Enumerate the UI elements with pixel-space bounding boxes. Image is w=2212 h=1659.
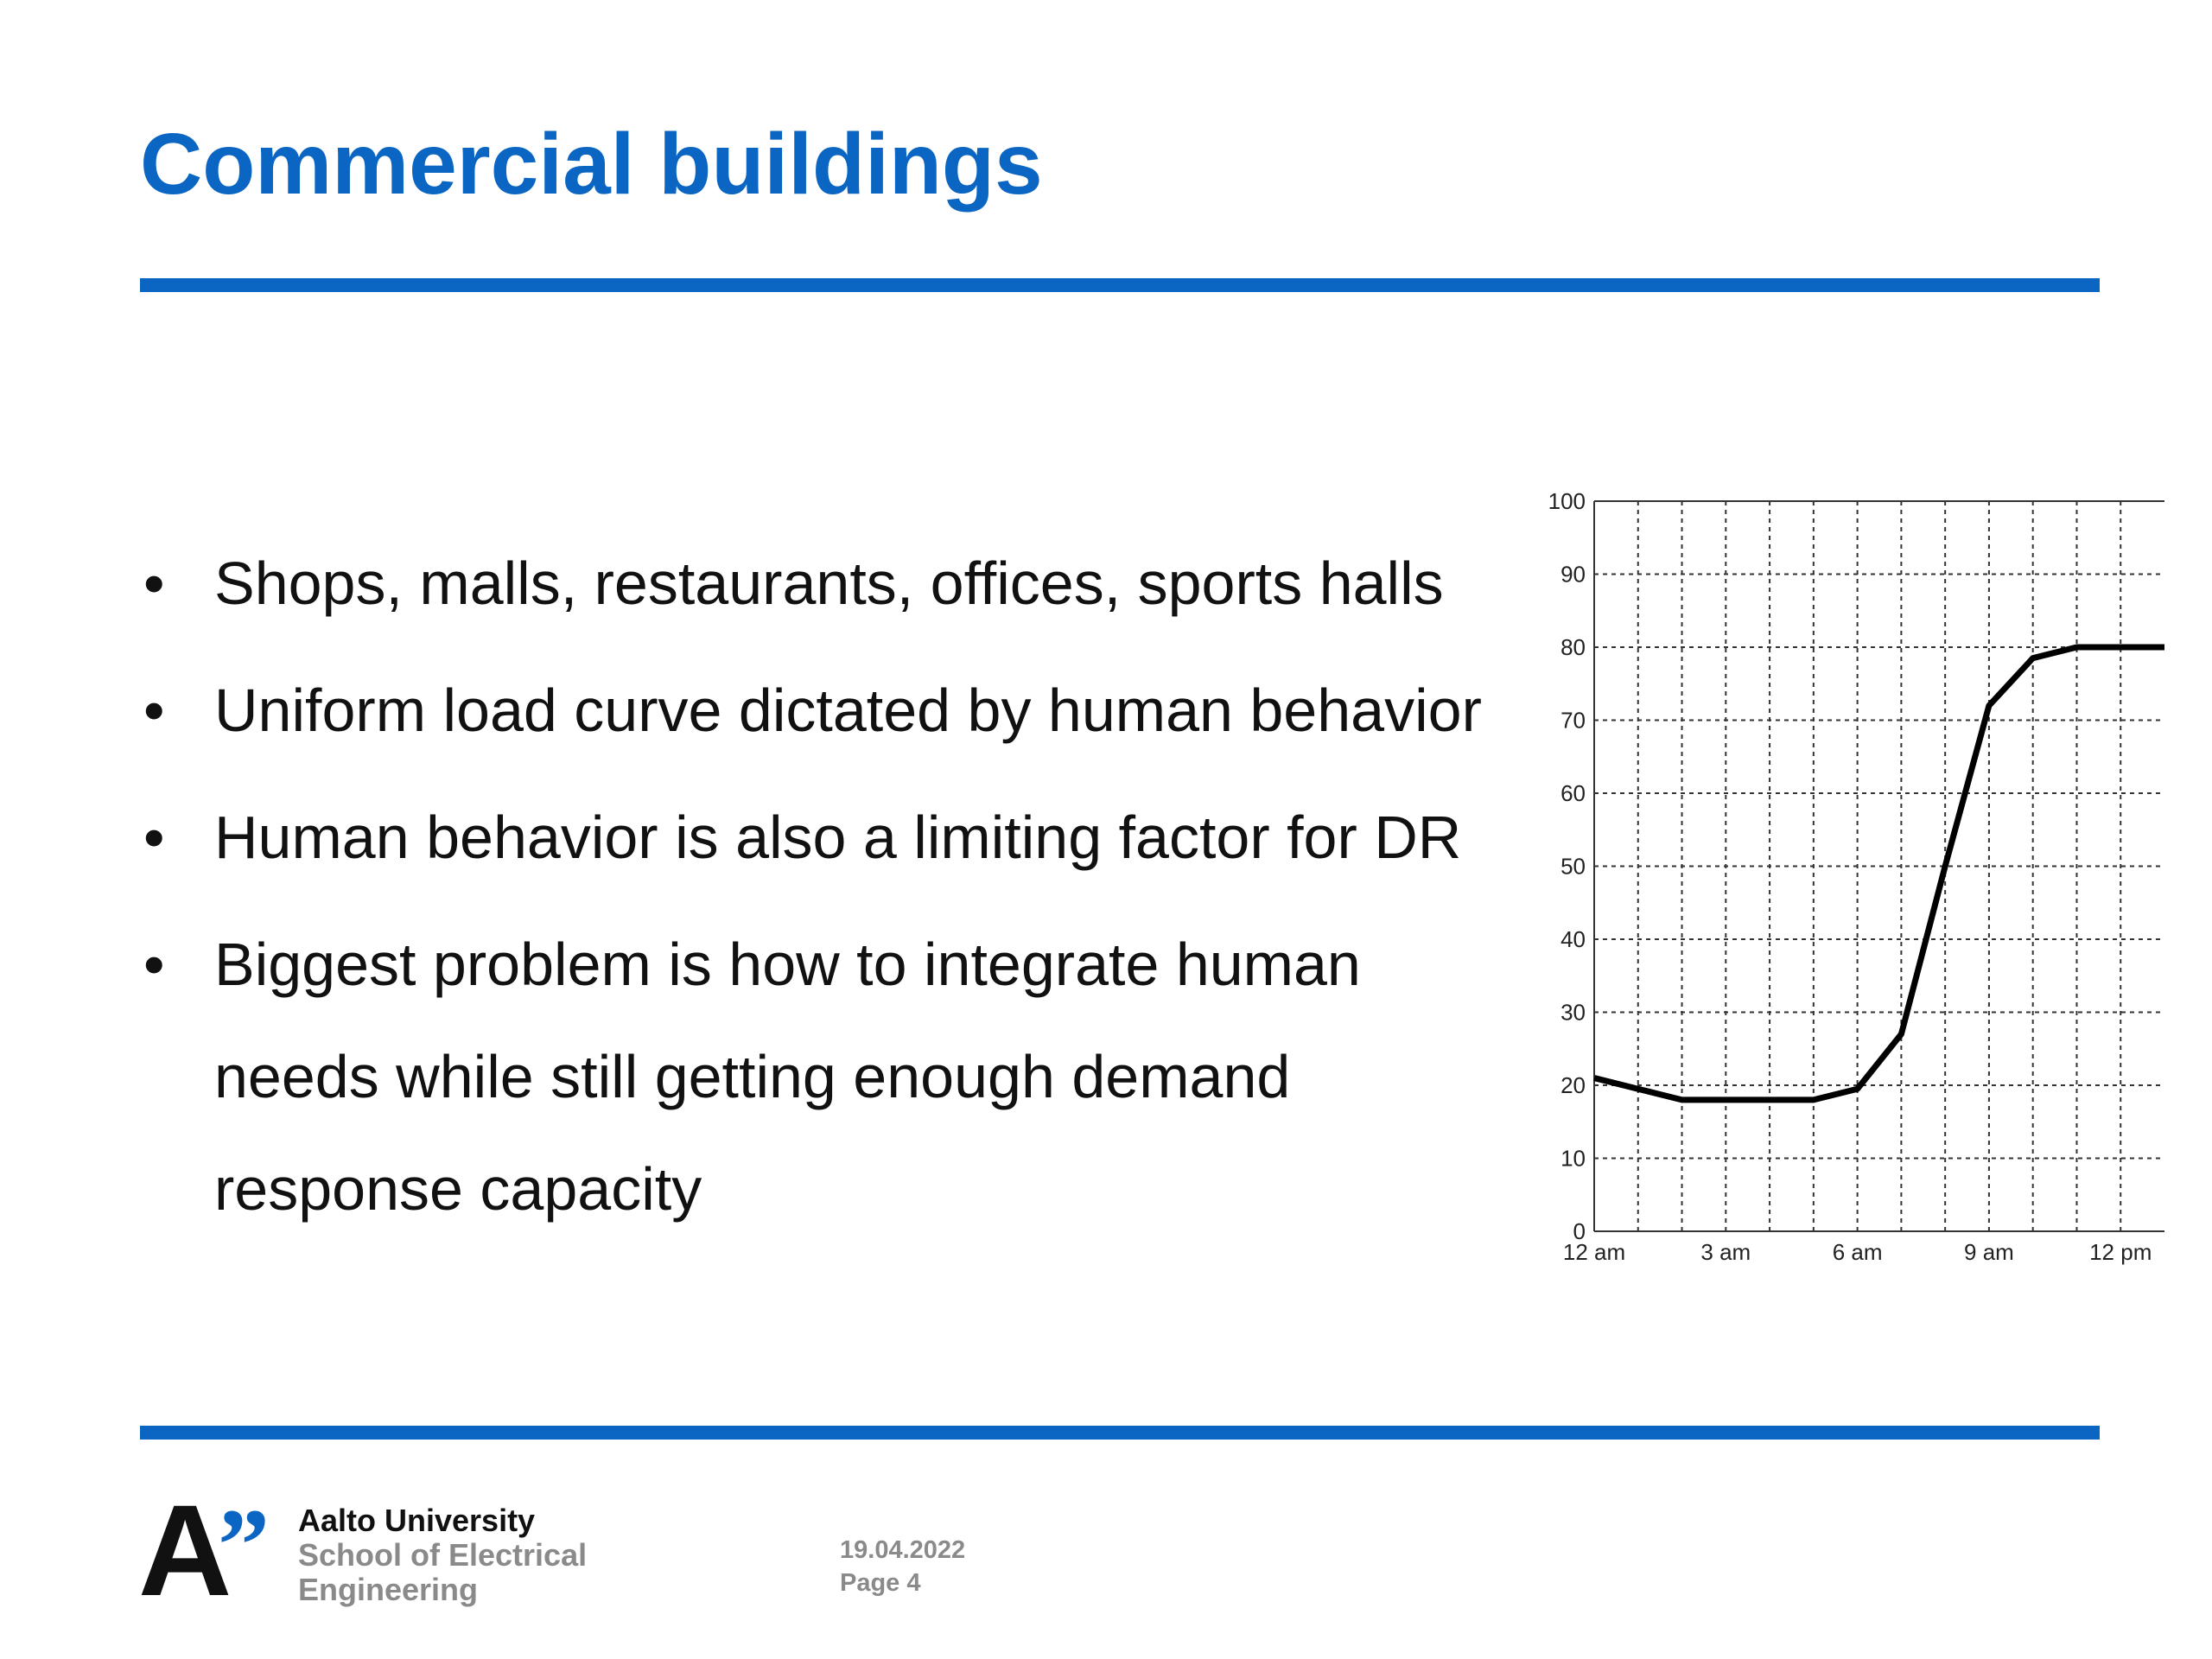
bullet-item-2: • Uniform load curve dictated by human b…	[140, 654, 1522, 766]
slide-title: Commercial buildings	[140, 116, 1043, 213]
bullet-dot: •	[143, 677, 165, 744]
school-name-line-2: Engineering	[298, 1572, 479, 1607]
bullet-item-4: • Biggest problem is how to integrate hu…	[140, 908, 1522, 1245]
y-tick-label: 30	[1560, 1000, 1586, 1026]
slide-date: 19.04.2022	[840, 1536, 966, 1564]
y-tick-label: 0	[1573, 1218, 1586, 1244]
bullet-dot: •	[143, 550, 165, 617]
page-number: Page 4	[840, 1569, 921, 1597]
aalto-logo: A ”	[138, 1503, 270, 1599]
university-name: Aalto University	[298, 1503, 536, 1538]
y-tick-label: 40	[1560, 926, 1586, 952]
y-tick-label: 80	[1560, 634, 1586, 660]
y-tick-label: 60	[1560, 780, 1586, 806]
footer-meta: 19.04.2022 Page 4	[840, 1534, 965, 1599]
y-tick-label: 90	[1560, 562, 1586, 588]
bullet-item-1: • Shops, malls, restaurants, offices, sp…	[140, 527, 1522, 639]
y-tick-label: 100	[1548, 488, 1586, 514]
bullet-text: Uniform load curve dictated by human beh…	[214, 677, 1482, 744]
y-tick-label: 10	[1560, 1146, 1586, 1172]
load-curve-chart: 0 10 20 30 40 50 60 70 80 90 100 12 am 3 am 6 am 9 am 1…	[1548, 488, 2164, 1265]
university-name-block: Aalto University School of Electrical En…	[298, 1503, 587, 1607]
x-tick-label: 9 am	[1964, 1239, 2014, 1265]
logo-quote-mark: ”	[218, 1503, 270, 1599]
school-name-line-1: School of Electrical	[298, 1537, 588, 1573]
bullet-dot: •	[143, 804, 165, 871]
y-tick-label: 20	[1560, 1072, 1586, 1098]
bullet-item-3: • Human behavior is also a limiting fact…	[140, 781, 1522, 893]
bullet-text: Shops, malls, restaurants, offices, spor…	[214, 550, 1444, 617]
bullet-dot: •	[143, 931, 165, 998]
footer-divider	[140, 1426, 2100, 1440]
bullet-list: • Shops, malls, restaurants, offices, sp…	[140, 527, 1522, 1260]
bullet-text: Human behavior is also a limiting factor…	[214, 804, 1462, 871]
load-curve-line	[1593, 644, 2164, 1103]
y-tick-label: 70	[1560, 708, 1586, 734]
x-tick-label: 12 am	[1563, 1239, 1625, 1265]
title-divider	[140, 278, 2100, 292]
x-tick-label: 12 pm	[2089, 1239, 2152, 1265]
x-tick-label: 6 am	[1833, 1239, 1883, 1265]
x-tick-label: 3 am	[1700, 1239, 1751, 1265]
logo-letter: A	[138, 1503, 232, 1599]
bullet-text: Biggest problem is how to integrate huma…	[214, 931, 1361, 1223]
y-tick-label: 50	[1560, 854, 1586, 880]
